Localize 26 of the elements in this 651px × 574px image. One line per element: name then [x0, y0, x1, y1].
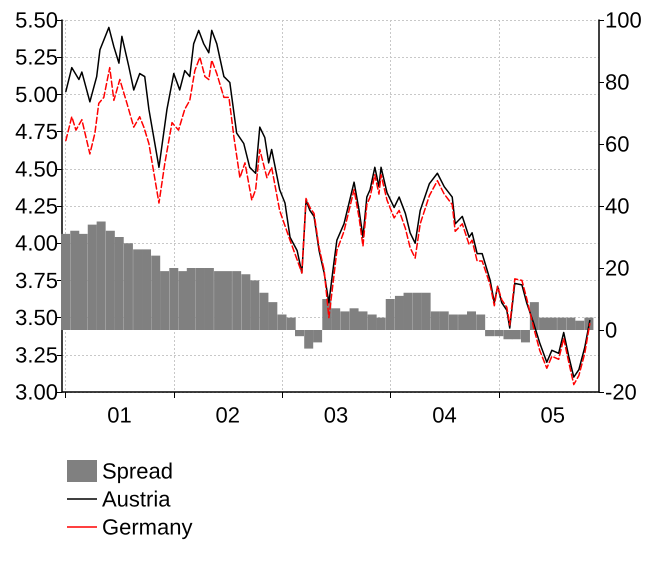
y2-tick-label: 100 — [605, 8, 642, 32]
y-tick-label: 5.50 — [15, 8, 58, 32]
x-tick-label: 03 — [324, 402, 348, 428]
x-tick-label: 04 — [432, 402, 457, 428]
y2-tick-label: 0 — [605, 318, 618, 342]
y2-tick-label: 40 — [605, 194, 630, 218]
y-tick-label: 3.00 — [15, 380, 58, 404]
y2-tick-label: 20 — [605, 256, 630, 280]
x-tick-label: 05 — [540, 402, 565, 428]
y2-tick-label: -20 — [605, 380, 637, 404]
y2-tick-label: 80 — [605, 70, 630, 94]
y-tick-label: 3.25 — [15, 342, 58, 368]
legend-label: Austria — [102, 486, 172, 512]
y-tick-label: 4.00 — [15, 230, 58, 256]
y-tick-label: 4.50 — [15, 156, 58, 182]
y-tick-label: 5.00 — [15, 82, 58, 107]
y-tick-label: 3.75 — [15, 268, 58, 293]
y-tick-label: 3.50 — [15, 305, 58, 330]
legend-label: Spread — [102, 458, 173, 484]
y-tick-label: 4.75 — [15, 119, 58, 144]
x-tick-label: 01 — [107, 402, 132, 428]
legend-label: Germany — [102, 514, 192, 540]
x-tick-label: 02 — [216, 402, 240, 428]
y-tick-label: 5.25 — [15, 44, 58, 70]
y2-tick-label: 60 — [605, 132, 630, 156]
y-tick-label: 4.25 — [15, 194, 58, 218]
